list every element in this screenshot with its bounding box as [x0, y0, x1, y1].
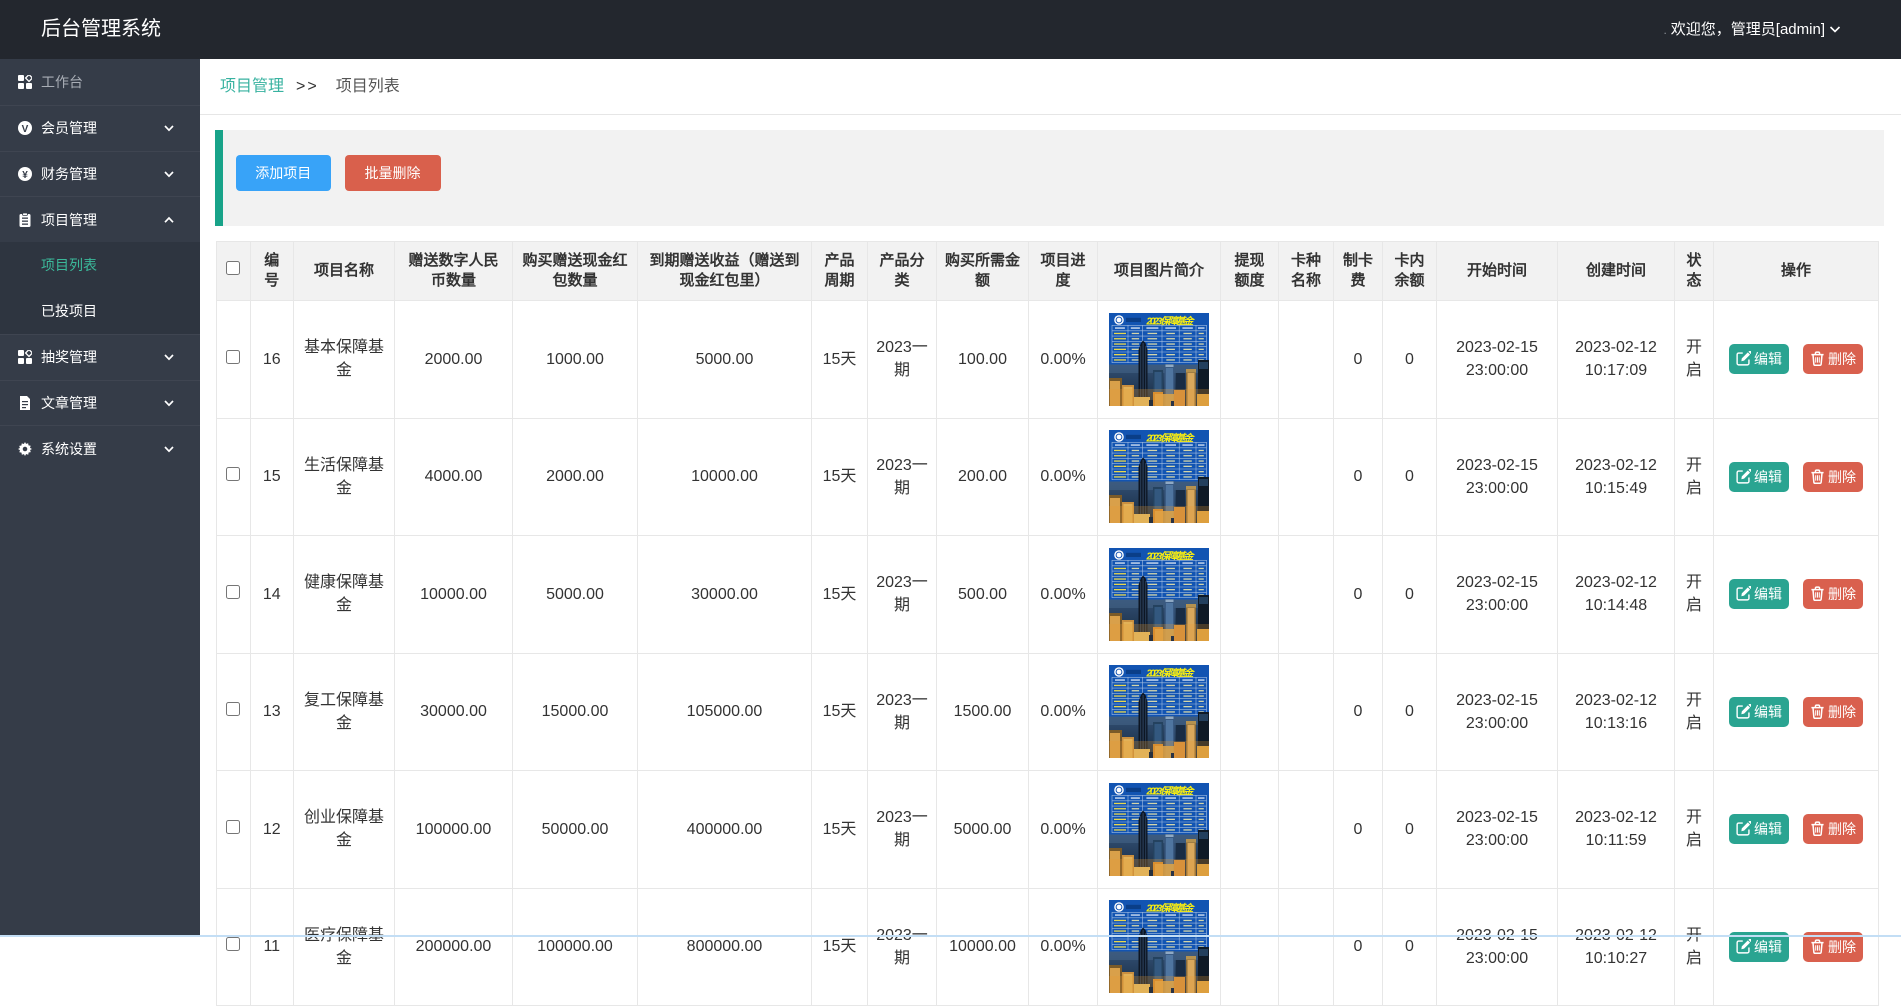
svg-text:¥: ¥ [22, 170, 28, 181]
svg-text:V: V [22, 124, 29, 135]
